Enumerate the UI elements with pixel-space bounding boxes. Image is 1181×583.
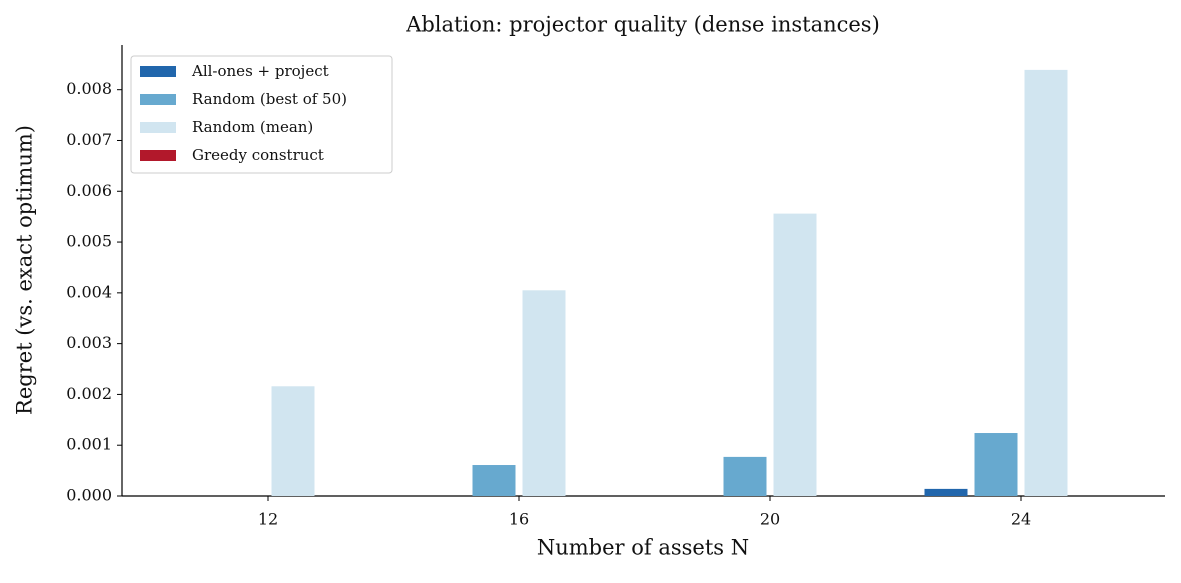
bar (974, 433, 1018, 496)
x-tick-label: 24 (1011, 510, 1031, 529)
legend-swatch (140, 94, 176, 105)
chart-title: Ablation: projector quality (dense insta… (405, 13, 880, 37)
x-tick-label: 16 (509, 510, 529, 529)
y-tick-label: 0.006 (66, 181, 112, 200)
bar (472, 465, 516, 496)
bar (924, 488, 968, 496)
x-tick-label: 12 (258, 510, 278, 529)
bar (773, 213, 817, 496)
legend-label: Random (best of 50) (192, 90, 347, 108)
y-axis-label: Regret (vs. exact optimum) (13, 125, 37, 415)
y-tick-label: 0.004 (66, 282, 112, 301)
y-tick-label: 0.007 (66, 130, 112, 149)
bar (522, 290, 566, 496)
y-tick-label: 0.005 (66, 232, 112, 251)
bar (1024, 69, 1068, 496)
x-axis-label: Number of assets N (537, 536, 749, 560)
legend-swatch (140, 122, 176, 133)
y-tick-label: 0.000 (66, 486, 112, 505)
y-tick-label: 0.003 (66, 333, 112, 352)
legend-label: Random (mean) (192, 118, 313, 136)
y-tick-label: 0.008 (66, 79, 112, 98)
bar (271, 386, 315, 496)
legend-label: Greedy construct (192, 146, 324, 164)
bar (723, 456, 767, 496)
x-tick-label: 20 (760, 510, 780, 529)
y-tick-label: 0.001 (66, 435, 112, 454)
y-tick-label: 0.002 (66, 384, 112, 403)
legend-swatch (140, 150, 176, 161)
legend-swatch (140, 66, 176, 77)
legend-box (130, 55, 393, 174)
legend-label: All-ones + project (191, 62, 329, 80)
